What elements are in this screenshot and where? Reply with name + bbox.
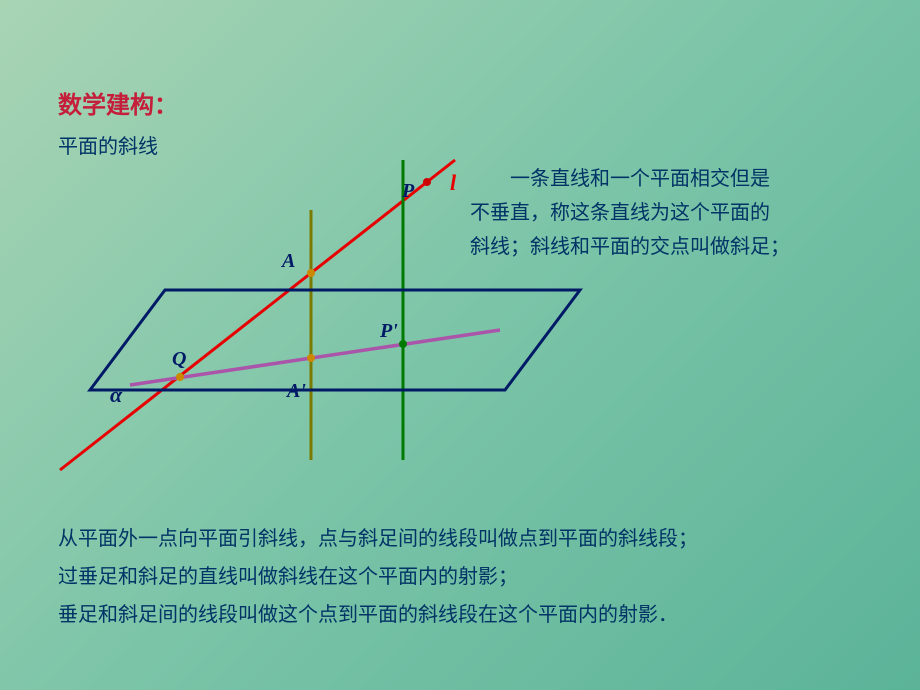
label-Pprime: P' [380,320,398,343]
diagram-svg [50,130,700,510]
point-Pprime [399,340,407,348]
label-P: P [402,180,414,203]
label-Q: Q [172,348,186,371]
bottom-line3: 垂足和斜足间的线段叫做这个点到平面的斜线段在这个平面内的射影． [58,596,698,634]
geometry-diagram: α Q A A' P P' l [50,130,700,510]
heading-text: 数学建构： [58,92,178,119]
label-Aprime: A' [287,380,306,403]
label-l: l [450,170,456,196]
plane-alpha [90,290,580,390]
heading: 数学建构： [58,85,178,120]
bottom-line2: 过垂足和斜足的直线叫做斜线在这个平面内的射影； [58,558,698,596]
point-Aprime [307,354,315,362]
line-l-back [60,160,455,470]
label-A: A [282,250,295,273]
label-alpha: α [110,382,122,408]
point-A [307,269,315,277]
bottom-description: 从平面外一点向平面引斜线，点与斜足间的线段叫做点到平面的斜线段； 过垂足和斜足的… [58,520,698,634]
point-P [423,178,431,186]
point-Q [176,373,184,381]
bottom-line1: 从平面外一点向平面引斜线，点与斜足间的线段叫做点到平面的斜线段； [58,520,698,558]
